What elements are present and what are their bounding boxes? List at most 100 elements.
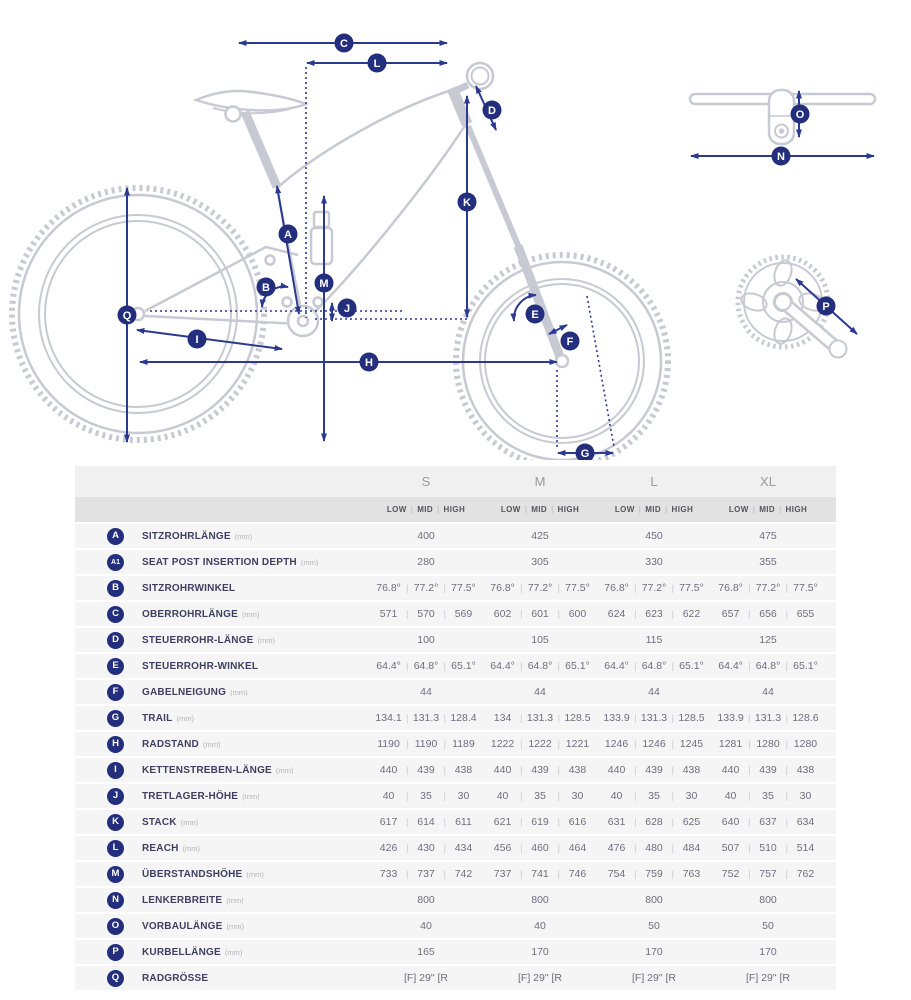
row-unit: (mm) [176, 713, 194, 723]
row-unit: (mm) [182, 843, 201, 853]
row-values: 280 305 330 355 [369, 556, 836, 568]
value-separator: | [406, 843, 409, 853]
value-separator: | [785, 661, 788, 671]
value: 134 [493, 712, 512, 724]
size-header-l: L [650, 474, 658, 489]
row-label: KETTENSTREBEN-LÄNGE [142, 764, 272, 776]
subheader-separator: | [551, 505, 554, 514]
value-cell-xl: 125 [711, 634, 825, 646]
value: 484 [682, 842, 701, 854]
value-separator: | [520, 791, 523, 801]
value: 40 [534, 920, 546, 932]
row-label: OBERROHRLÄNGE [142, 608, 238, 620]
row-values: 1190 | 1190 | 1189 1222 | 1222 | 1221 1246 | 1246 | 12… [369, 738, 836, 750]
table-row-l: L REACH (mm) 426 | 430 | 434 456 | 460 | 464 476 | 480 |… [75, 836, 836, 860]
row-label: RADGRÖSSE [142, 972, 209, 984]
value: 50 [648, 920, 660, 932]
value-cell-m: 305 [483, 556, 597, 568]
table-row-q: Q RADGRÖSSE [F] 29" [R [F] 29" [R [F] 29" [R… [75, 966, 836, 990]
svg-text:I: I [195, 334, 198, 346]
svg-text:M: M [319, 278, 328, 290]
subheader-label: HIGH [671, 505, 694, 514]
value: 746 [568, 868, 587, 880]
value: 800 [531, 894, 549, 906]
value-separator: | [634, 791, 637, 801]
subheader-separator: | [779, 505, 782, 514]
value: 131.3 [412, 712, 440, 724]
value: 44 [648, 686, 660, 698]
svg-text:H: H [365, 357, 373, 369]
value-cell-xl: 507 | 510 | 514 [711, 842, 825, 854]
value: 440 [607, 764, 626, 776]
value: 1222 [528, 738, 552, 750]
subheader-separator: | [638, 505, 642, 514]
value-cell-l: 624 | 623 | 622 [597, 608, 711, 620]
value-separator: | [443, 791, 446, 801]
bike-geometry-diagram: C L D K A B M J Q I H E F G O N P [9, 33, 877, 460]
value-cell-s: 64.4° | 64.8° | 65.1° [369, 660, 483, 672]
value: 128.5 [564, 712, 591, 724]
value: 514 [796, 842, 815, 854]
value-cell-m: 170 [483, 946, 597, 958]
row-label: RADSTAND [142, 738, 199, 750]
value: 634 [796, 816, 815, 828]
value: 640 [721, 816, 740, 828]
value-cell-m: 440 | 439 | 438 [483, 764, 597, 776]
value-cell-xl: 44 [711, 686, 825, 698]
row-values: 40 | 35 | 30 40 | 35 | 30 40 | 35 | 30 40 | 35 | 30 [369, 790, 836, 802]
value-separator: | [634, 843, 637, 853]
value: 754 [607, 868, 626, 880]
value-separator: | [671, 843, 674, 853]
svg-text:F: F [567, 336, 574, 348]
row-label: STEUERROHR-LÄNGE [142, 634, 254, 646]
badge-m: M [314, 273, 334, 293]
value: 622 [682, 608, 701, 620]
row-unit: (mm) [230, 687, 248, 697]
value: 40 [496, 790, 509, 802]
value-separator: | [520, 843, 523, 853]
value: 330 [645, 556, 663, 568]
row-badge-l: L [107, 839, 124, 857]
value: 77.2° [413, 582, 439, 594]
value: 569 [454, 608, 473, 620]
value-cell-l: 1246 | 1246 | 1245 [597, 738, 711, 750]
subheader-label: HIGH [785, 505, 808, 514]
value: 105 [531, 634, 549, 646]
subheader-col-m: LOW | MID | HIGH [483, 505, 597, 514]
row-badge-i: I [107, 761, 124, 779]
geometry-rows: A SITZROHRLÄNGE (mm) 400 425 450 475 A1 SEAT POS… [75, 524, 836, 990]
row-badge-d: D [107, 631, 124, 649]
value-separator: | [520, 583, 523, 593]
value-separator: | [634, 609, 637, 619]
row-badge-g: G [107, 709, 124, 727]
value: 619 [531, 816, 549, 828]
subheader-col-xl: LOW | MID | HIGH [711, 505, 825, 514]
badge-j: J [337, 298, 357, 318]
diagram-badges: C L D K A B M J Q I H E F G O N P [117, 33, 836, 460]
badge-h: H [359, 352, 379, 372]
value-separator: | [634, 869, 637, 879]
value-separator: | [406, 739, 409, 749]
value-cell-s: 1190 | 1190 | 1189 [369, 738, 483, 750]
row-label-zone: N LENKERBREITE (mm) [75, 891, 369, 909]
svg-text:B: B [262, 282, 270, 294]
row-badge-k: K [107, 813, 124, 831]
row-label-zone: C OBERROHRLÄNGE (mm) [75, 605, 369, 623]
value: 77.5° [451, 582, 476, 594]
value: 35 [420, 790, 432, 802]
value-separator: | [557, 739, 560, 749]
badge-c: C [334, 33, 354, 53]
value: 800 [759, 894, 777, 906]
value-separator: | [557, 765, 560, 775]
value-cell-s: 40 | 35 | 30 [369, 790, 483, 802]
value-cell-m: 425 [483, 530, 597, 542]
row-values: 40 40 50 50 [369, 920, 836, 932]
value-cell-xl: 800 [711, 894, 825, 906]
row-values: 165 170 170 170 [369, 946, 836, 958]
geometry-table: S M L XL LOW | MID | HIGH LOW | MID | HIGH LOW | MID… [75, 466, 836, 992]
value-separator: | [785, 583, 788, 593]
value-cell-xl: 440 | 439 | 438 [711, 764, 825, 776]
value-separator: | [443, 661, 446, 671]
value: 64.8° [641, 660, 667, 672]
value-separator: | [671, 765, 674, 775]
